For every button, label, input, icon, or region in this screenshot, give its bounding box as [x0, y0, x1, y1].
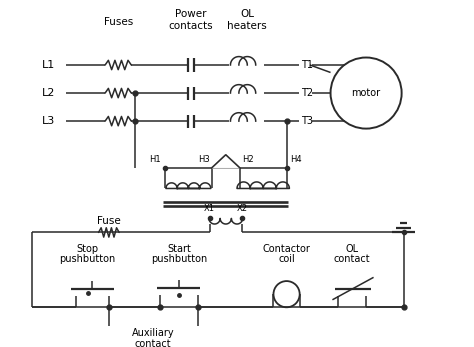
Text: Stop: Stop — [76, 244, 99, 254]
Text: H4: H4 — [290, 155, 302, 164]
Text: OL: OL — [346, 244, 359, 254]
Text: T1: T1 — [301, 60, 313, 70]
Text: motor: motor — [352, 88, 381, 98]
Text: coil: coil — [278, 254, 295, 264]
Text: H2: H2 — [242, 155, 253, 164]
Text: Auxiliary: Auxiliary — [131, 328, 174, 338]
Polygon shape — [212, 155, 240, 168]
Text: Contactor: Contactor — [263, 244, 310, 254]
Text: pushbutton: pushbutton — [59, 254, 116, 264]
Text: contact: contact — [334, 254, 370, 264]
Text: T2: T2 — [301, 88, 313, 98]
Text: X2: X2 — [237, 204, 248, 213]
Text: contact: contact — [135, 339, 171, 347]
Text: L1: L1 — [42, 60, 55, 70]
Text: Fuses: Fuses — [104, 17, 133, 27]
Text: OL: OL — [240, 9, 254, 19]
Text: Fuse: Fuse — [97, 216, 121, 226]
Text: H1: H1 — [150, 155, 161, 164]
Text: L3: L3 — [42, 116, 55, 126]
Text: pushbutton: pushbutton — [151, 254, 207, 264]
Text: L2: L2 — [42, 88, 55, 98]
Text: T3: T3 — [301, 116, 313, 126]
Text: Start: Start — [167, 244, 191, 254]
Text: X1: X1 — [203, 204, 214, 213]
Text: contacts: contacts — [169, 21, 213, 31]
Text: Power: Power — [175, 9, 207, 19]
Text: H3: H3 — [198, 155, 210, 164]
Text: heaters: heaters — [228, 21, 267, 31]
